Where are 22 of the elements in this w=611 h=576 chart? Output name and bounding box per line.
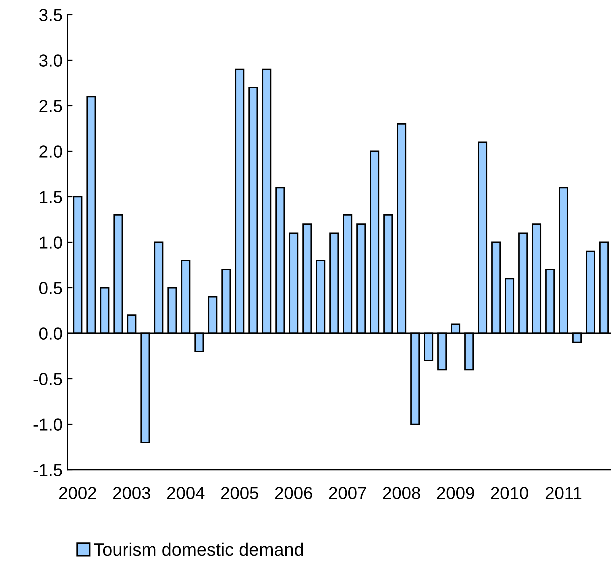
y-tick-label: 1.0: [40, 236, 62, 249]
x-tick-label: 2004: [167, 487, 205, 500]
y-tick-label: 2.5: [40, 100, 62, 112]
y-tick-label: 2.0: [40, 146, 62, 158]
y-tick-label: -1.5: [34, 464, 62, 476]
x-tick-label: 2009: [437, 487, 474, 500]
legend-label: Tourism domestic demand: [94, 542, 304, 556]
y-tick-label: -1.0: [34, 418, 62, 431]
x-tick-label: 2002: [60, 487, 96, 500]
x-tick-label: 2003: [113, 487, 150, 500]
x-tick-label: 2007: [329, 487, 366, 500]
x-tick-label: 2011: [546, 487, 582, 500]
y-tick-label: 3.0: [39, 54, 62, 67]
x-tick-label: 2010: [491, 487, 528, 500]
y-tick-label: -0.5: [34, 373, 62, 386]
y-tick-label: 0.5: [40, 282, 62, 294]
x-tick-label: 2008: [383, 487, 420, 500]
x-tick-label: 2005: [221, 487, 258, 500]
x-tick-label: 2006: [275, 487, 312, 500]
y-tick-label: 3.5: [39, 9, 62, 22]
y-tick-label: 0.0: [40, 328, 62, 340]
y-tick-label: 1.5: [40, 191, 62, 204]
